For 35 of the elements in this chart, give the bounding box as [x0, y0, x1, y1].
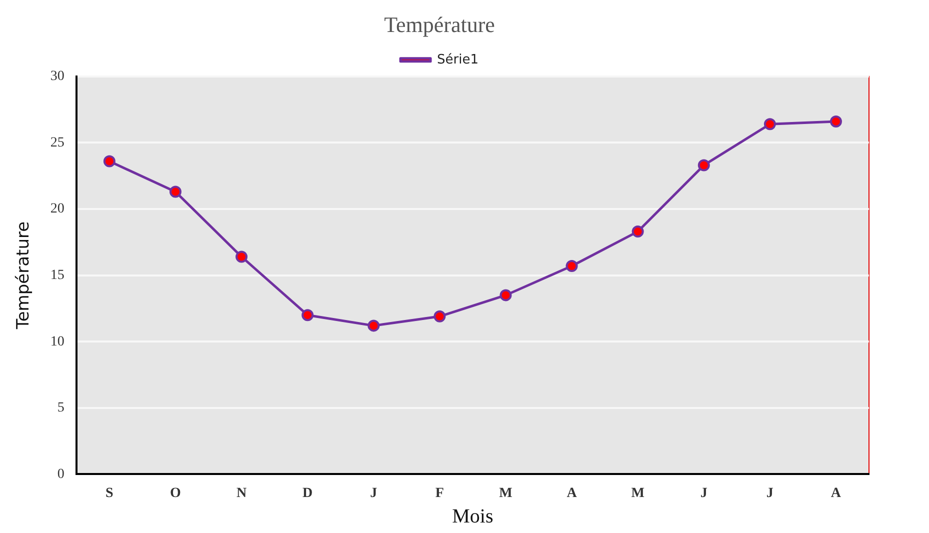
point [566, 260, 578, 272]
y-tick-label: 20 [50, 202, 64, 217]
x-tick-label: M [631, 486, 644, 502]
x-tick-label: N [236, 486, 247, 502]
x-tick-label: A [566, 486, 578, 502]
x-tick-label: F [435, 486, 444, 502]
x-tick-label: J [370, 486, 378, 502]
chart-title: Température [384, 12, 495, 37]
x-tick-label: O [170, 486, 182, 502]
y-tick-label: 25 [50, 135, 64, 150]
point [698, 159, 710, 172]
x-axis-title: Mois [452, 505, 494, 528]
y-tick-label: 10 [50, 334, 64, 350]
x-tick-label: J [700, 486, 708, 502]
x-tick-label: D [302, 486, 313, 502]
point [368, 320, 380, 332]
x-tick-label: S [106, 486, 114, 502]
point [434, 310, 446, 322]
legend-label: Série1 [437, 52, 478, 68]
point [764, 118, 776, 130]
point [236, 250, 248, 263]
y-tick-label: 5 [57, 400, 64, 416]
x-tick-label: A [830, 486, 842, 502]
point [632, 226, 644, 238]
point [830, 115, 842, 128]
y-tick-label: 30 [50, 69, 64, 84]
point [500, 289, 512, 302]
y-axis-title: Température [14, 221, 34, 330]
y-tick-label: 15 [50, 268, 64, 283]
x-tick-label: J [766, 486, 774, 502]
point [169, 186, 182, 198]
y-tick-label: 0 [57, 466, 64, 482]
point [302, 309, 314, 322]
point [103, 155, 116, 168]
x-tick-label: M [499, 486, 512, 502]
